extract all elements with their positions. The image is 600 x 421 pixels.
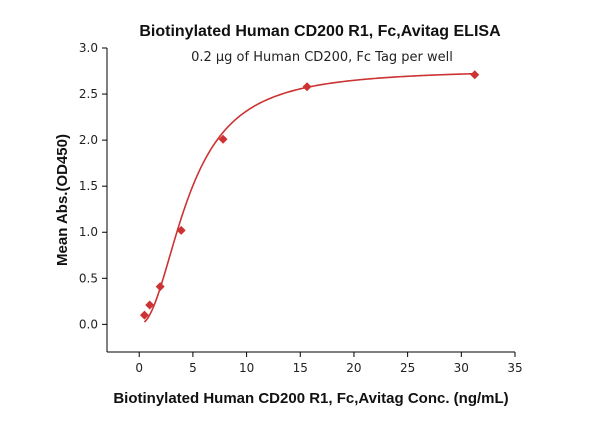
fit-curve xyxy=(143,72,475,323)
y-tick-label: 0.0 xyxy=(79,317,98,331)
data-point xyxy=(176,225,186,235)
data-point xyxy=(302,82,312,92)
data-point xyxy=(155,282,165,292)
chart-subtitle: 0.2 µg of Human CD200, Fc Tag per well xyxy=(191,50,453,65)
x-tick-label: 5 xyxy=(189,361,197,375)
y-tick-label: 1.5 xyxy=(79,179,98,193)
y-tick-label: 3.0 xyxy=(79,41,98,55)
data-point xyxy=(145,300,155,310)
y-tick-label: 1.0 xyxy=(79,225,98,239)
x-tick-label: 0 xyxy=(135,361,143,375)
y-tick-label: 2.0 xyxy=(79,133,98,147)
y-tick-label: 0.5 xyxy=(79,271,98,285)
y-axis-title: Mean Abs.(OD450) xyxy=(54,134,71,266)
x-tick-label: 30 xyxy=(454,361,469,375)
x-tick-label: 25 xyxy=(400,361,415,375)
y-axis-ticks: 0.0 0.5 1.0 1.5 2.0 2.5 3.0 xyxy=(79,41,107,331)
x-axis-ticks: 0 5 10 15 20 25 30 35 xyxy=(135,352,523,375)
x-tick-label: 20 xyxy=(346,361,361,375)
data-point xyxy=(218,134,228,144)
chart-title: Biotinylated Human CD200 R1, Fc,Avitag E… xyxy=(139,23,501,40)
x-tick-label: 10 xyxy=(239,361,254,375)
x-tick-label: 35 xyxy=(507,361,522,375)
x-axis-title: Biotinylated Human CD200 R1, Fc,Avitag C… xyxy=(113,390,508,407)
data-point xyxy=(470,70,480,80)
data-points xyxy=(139,70,480,320)
data-point xyxy=(139,310,149,320)
y-tick-label: 2.5 xyxy=(79,87,98,101)
x-tick-label: 15 xyxy=(293,361,308,375)
